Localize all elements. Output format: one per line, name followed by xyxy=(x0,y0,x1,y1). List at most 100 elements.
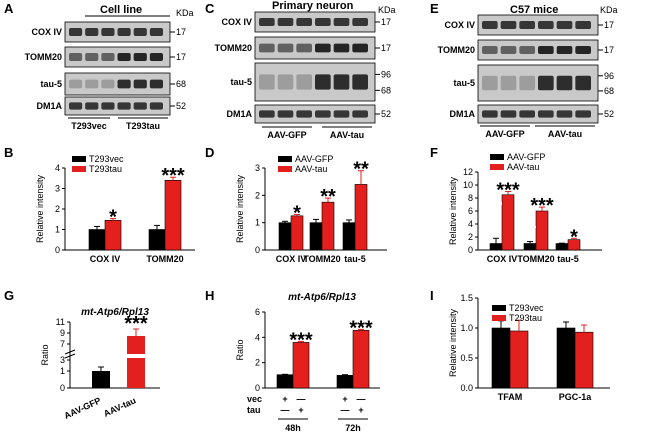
panel-label-D: D xyxy=(205,145,214,160)
bar xyxy=(276,374,294,389)
y-tick-label: 0 xyxy=(255,383,260,393)
y-tick-label: 1 xyxy=(60,366,65,376)
y-tick-label: 8 xyxy=(468,193,473,203)
bar xyxy=(501,194,515,251)
bar xyxy=(92,371,110,388)
blot-band xyxy=(538,75,554,91)
kda-value: 68 xyxy=(604,86,614,96)
y-tick-label: 0.5 xyxy=(460,353,473,363)
y-tick-label: 4 xyxy=(55,163,60,173)
blot-band xyxy=(277,74,294,90)
blot-band xyxy=(315,74,331,90)
significance-mark: *** xyxy=(161,165,185,187)
blot-panel-C: Primary neuron KDa COX IV 17 TOMM20 17 tau-5 96… xyxy=(215,0,396,140)
blot-band xyxy=(538,46,554,54)
x-category-label: 48h xyxy=(285,423,301,433)
bar xyxy=(88,229,106,251)
blot-band xyxy=(117,28,131,36)
y-tick-label: 0 xyxy=(255,245,260,255)
blot-band xyxy=(352,43,368,53)
chart-title: mt-Atp6/Rpl13 xyxy=(81,307,149,318)
blot-band xyxy=(333,43,350,53)
y-tick-label: 9 xyxy=(60,328,65,338)
chart-F-breaks xyxy=(490,202,536,228)
blot-band xyxy=(117,79,131,89)
chart-F: 0 2 4 6 8 10 12 Relative intensity *** COX IV *** T… xyxy=(448,152,602,264)
blot-row-label: DM1A xyxy=(449,109,475,119)
blot-band xyxy=(333,18,350,26)
kda-value: 52 xyxy=(604,109,614,119)
y-tick-label: 2 xyxy=(255,190,260,200)
y-tick-label: 0 xyxy=(60,383,65,393)
blot-band xyxy=(259,110,275,118)
x-category-label: TOMM20 xyxy=(146,254,183,264)
blot-band xyxy=(556,21,573,29)
legend-swatch xyxy=(72,156,86,162)
blot-band xyxy=(85,79,99,89)
y-tick-label: 12 xyxy=(463,167,473,177)
blot-band xyxy=(101,28,115,36)
blot-band xyxy=(133,102,147,110)
y-tick-label: 2 xyxy=(55,204,60,214)
blot-band xyxy=(333,74,350,90)
kda-value: 52 xyxy=(381,109,391,119)
kda-value: 17 xyxy=(604,20,614,30)
y-tick-label: 11 xyxy=(56,317,65,327)
blot-band xyxy=(556,75,573,91)
kda-value: 17 xyxy=(381,43,391,53)
bar-break xyxy=(524,226,536,228)
blot-band xyxy=(500,110,517,118)
legend-swatch xyxy=(490,154,504,160)
blot-row-label: COX IV xyxy=(221,17,252,27)
bar xyxy=(309,222,323,251)
legend-label: AAV-GFP xyxy=(295,154,333,164)
blot-band xyxy=(259,18,275,26)
x-category-label: TOMM20 xyxy=(517,254,554,264)
significance-mark: *** xyxy=(289,329,313,351)
x-category-label: 72h xyxy=(345,423,361,433)
kda-label: KDa xyxy=(600,5,618,15)
legend-label: AAV-tau xyxy=(295,164,327,174)
y-tick-label: 2 xyxy=(255,358,260,368)
y-tick-label: 10 xyxy=(463,180,473,190)
blot-band xyxy=(519,75,535,91)
blot-band xyxy=(519,46,535,54)
blot-band xyxy=(149,53,163,61)
significance-mark: ** xyxy=(353,159,369,181)
blot-band xyxy=(133,53,147,61)
blot-band xyxy=(296,74,312,90)
blot-row-label: tau-5 xyxy=(453,78,475,88)
significance-mark: *** xyxy=(530,195,554,217)
panel-label-B: B xyxy=(4,145,13,160)
legend-label: T293tau xyxy=(89,164,122,174)
blot-row-label: COX IV xyxy=(444,20,475,30)
y-tick-label: 0 xyxy=(55,245,60,255)
legend-swatch xyxy=(278,156,292,162)
blot-band xyxy=(315,110,331,118)
y-tick-label: 7 xyxy=(60,339,65,349)
blot-band xyxy=(538,21,554,29)
significance-mark: * xyxy=(293,202,301,224)
blot-title: Cell line xyxy=(100,4,142,16)
legend-swatch xyxy=(492,315,506,321)
legend-swatch xyxy=(490,164,504,170)
blot-band xyxy=(259,43,275,53)
x-category-label: TFAM xyxy=(498,392,523,402)
significance-mark: * xyxy=(570,226,578,248)
kda-label: KDa xyxy=(176,8,194,18)
legend-label: T293vec xyxy=(89,154,124,164)
blot-band xyxy=(296,18,312,26)
blot-band xyxy=(85,102,99,110)
significance-mark: * xyxy=(109,207,117,229)
legend-label: AAV-GFP xyxy=(507,152,545,162)
legend-label: AAV-tau xyxy=(507,162,539,172)
y-tick-label: 3 xyxy=(55,184,60,194)
y-tick-label: 2 xyxy=(468,232,473,242)
panel-label-E: E xyxy=(430,1,439,16)
panel-label-A: A xyxy=(4,1,14,16)
legend-label: T293vec xyxy=(509,303,544,313)
legend-label: T293tau xyxy=(509,313,542,323)
blot-band xyxy=(482,21,498,29)
bar xyxy=(354,184,368,251)
